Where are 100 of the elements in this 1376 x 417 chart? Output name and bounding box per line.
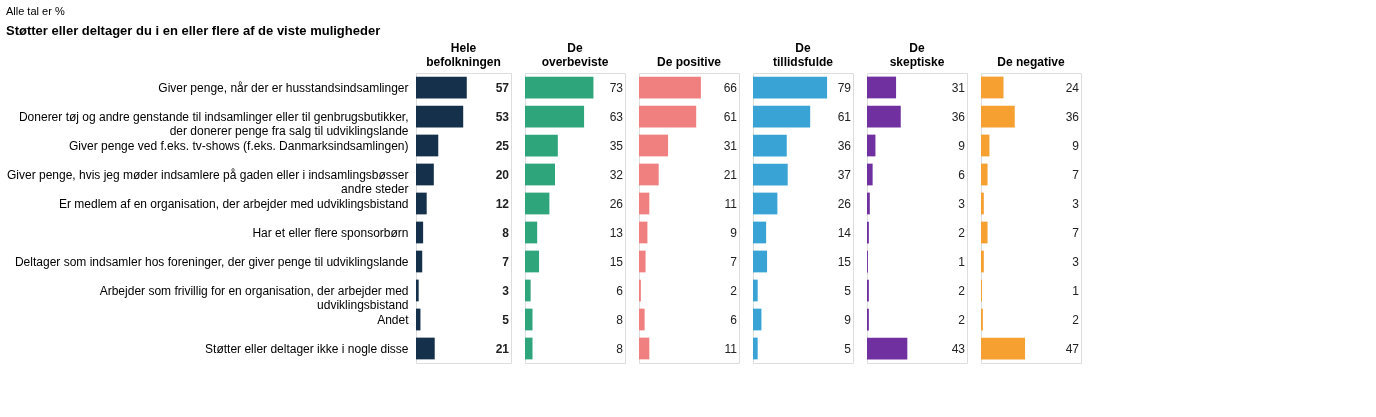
- y-tick-label: Er medlem af en organisation, der arbejder med udviklingsbistand: [58, 196, 409, 211]
- bar: [981, 221, 988, 244]
- data-label: 9: [1072, 138, 1080, 153]
- text: Støtter eller deltager du i en eller flere af de viste muligheder: [5, 22, 381, 38]
- bar: [639, 163, 659, 186]
- data-label: 21: [495, 341, 510, 356]
- data-label: 5: [844, 283, 852, 298]
- bar: [525, 192, 550, 215]
- data-label: 36: [951, 109, 966, 124]
- data-label: 43: [951, 341, 966, 356]
- data-label: 2: [958, 312, 966, 327]
- data-label: 31: [951, 80, 966, 95]
- data-label: 3: [1072, 254, 1080, 269]
- bar: [639, 308, 645, 331]
- bar: [981, 163, 988, 186]
- data-label: 11: [724, 341, 738, 356]
- data-label: 8: [616, 312, 624, 327]
- data-label: 35: [609, 138, 624, 153]
- data-label: 13: [609, 225, 624, 240]
- data-label: 6: [616, 283, 624, 298]
- bar: [981, 76, 1004, 99]
- bar: [416, 105, 464, 128]
- data-label: 1: [1072, 283, 1080, 298]
- bar: [525, 250, 540, 273]
- data-label: 1: [958, 254, 966, 269]
- data-label: 36: [1065, 109, 1080, 124]
- bar: [525, 134, 558, 157]
- bar: [753, 134, 787, 157]
- data-label: 12: [495, 196, 510, 211]
- data-label: 9: [844, 312, 852, 327]
- data-label: 24: [1065, 80, 1080, 95]
- bar: [416, 192, 427, 215]
- y-tick-label: Donerer tøj og andre genstande til indsamlinger eller til genbrugsbutikker, der donerer penge fra salg til udviklingslande: [18, 109, 409, 138]
- data-label: 2: [1072, 312, 1080, 327]
- data-label: 7: [1072, 167, 1080, 182]
- data-label: 14: [837, 225, 852, 240]
- bar: [639, 76, 701, 99]
- bar: [525, 308, 533, 331]
- data-label: 79: [837, 80, 852, 95]
- bar: [981, 337, 1026, 360]
- data-label: 7: [502, 254, 510, 269]
- chart-title: Hele befolkningen: [426, 41, 501, 69]
- bar: [416, 134, 439, 157]
- bar: [753, 163, 788, 186]
- data-label: 2: [958, 283, 966, 298]
- data-label: 61: [837, 109, 852, 124]
- bar: [753, 250, 768, 273]
- bar: [981, 250, 984, 273]
- y-tick-label: Arbejder som frivillig for en organisation, der arbejder med udviklingsbistand: [99, 283, 409, 312]
- bar: [639, 105, 697, 128]
- bar: [525, 163, 555, 186]
- data-label: 47: [1065, 341, 1080, 356]
- data-label: 21: [723, 167, 738, 182]
- bar: [981, 134, 990, 157]
- bar: [525, 221, 538, 244]
- data-label: 8: [616, 341, 624, 356]
- chart-title: De positive: [656, 55, 722, 69]
- bar: [753, 221, 767, 244]
- bar: [639, 337, 650, 360]
- data-label: 37: [837, 167, 852, 182]
- y-tick-label: Deltager som indsamler hos foreninger, der giver penge til udviklingslande: [14, 254, 409, 269]
- bar: [416, 337, 435, 360]
- data-label: 8: [502, 225, 510, 240]
- data-label: 3: [1072, 196, 1080, 211]
- data-label: 20: [495, 167, 510, 182]
- data-label: 5: [502, 312, 510, 327]
- data-label: 53: [495, 109, 510, 124]
- bar: [525, 337, 533, 360]
- data-label: 2: [958, 225, 966, 240]
- bar: [867, 163, 873, 186]
- bar: [639, 192, 650, 215]
- data-label: 57: [495, 80, 510, 95]
- data-label: 31: [723, 138, 738, 153]
- bar: [416, 163, 434, 186]
- y-tick-label: Støtter eller deltager ikke i nogle disse: [205, 341, 409, 356]
- bar: [753, 192, 778, 215]
- bar: [753, 308, 762, 331]
- data-label: 32: [609, 167, 624, 182]
- bar: [525, 279, 531, 302]
- data-label: 9: [958, 138, 966, 153]
- data-label: 66: [723, 80, 738, 95]
- chart-title: De overbeviste: [541, 41, 609, 69]
- data-label: 15: [837, 254, 852, 269]
- data-label: 3: [502, 283, 510, 298]
- y-tick-label: Giver penge, hvis jeg møder indsamlere på gaden eller i indsamlingsbøsser andre steder: [6, 167, 409, 196]
- text: Alle tal er %: [5, 4, 65, 17]
- data-label: 61: [723, 109, 738, 124]
- bar: [867, 192, 870, 215]
- bar: [867, 105, 901, 128]
- y-tick-label: Giver penge ved f.eks. tv-shows (f.eks. Danmarksindsamlingen): [69, 138, 409, 153]
- data-label: 11: [724, 196, 738, 211]
- bar: [525, 105, 585, 128]
- data-label: 5: [844, 341, 852, 356]
- data-label: 9: [730, 225, 738, 240]
- bar: [867, 134, 876, 157]
- bar: [416, 279, 419, 302]
- y-tick-label: Har et eller flere sponsorbørn: [252, 225, 409, 240]
- data-label: 26: [837, 196, 852, 211]
- bar: [753, 76, 828, 99]
- data-label: 63: [609, 109, 624, 124]
